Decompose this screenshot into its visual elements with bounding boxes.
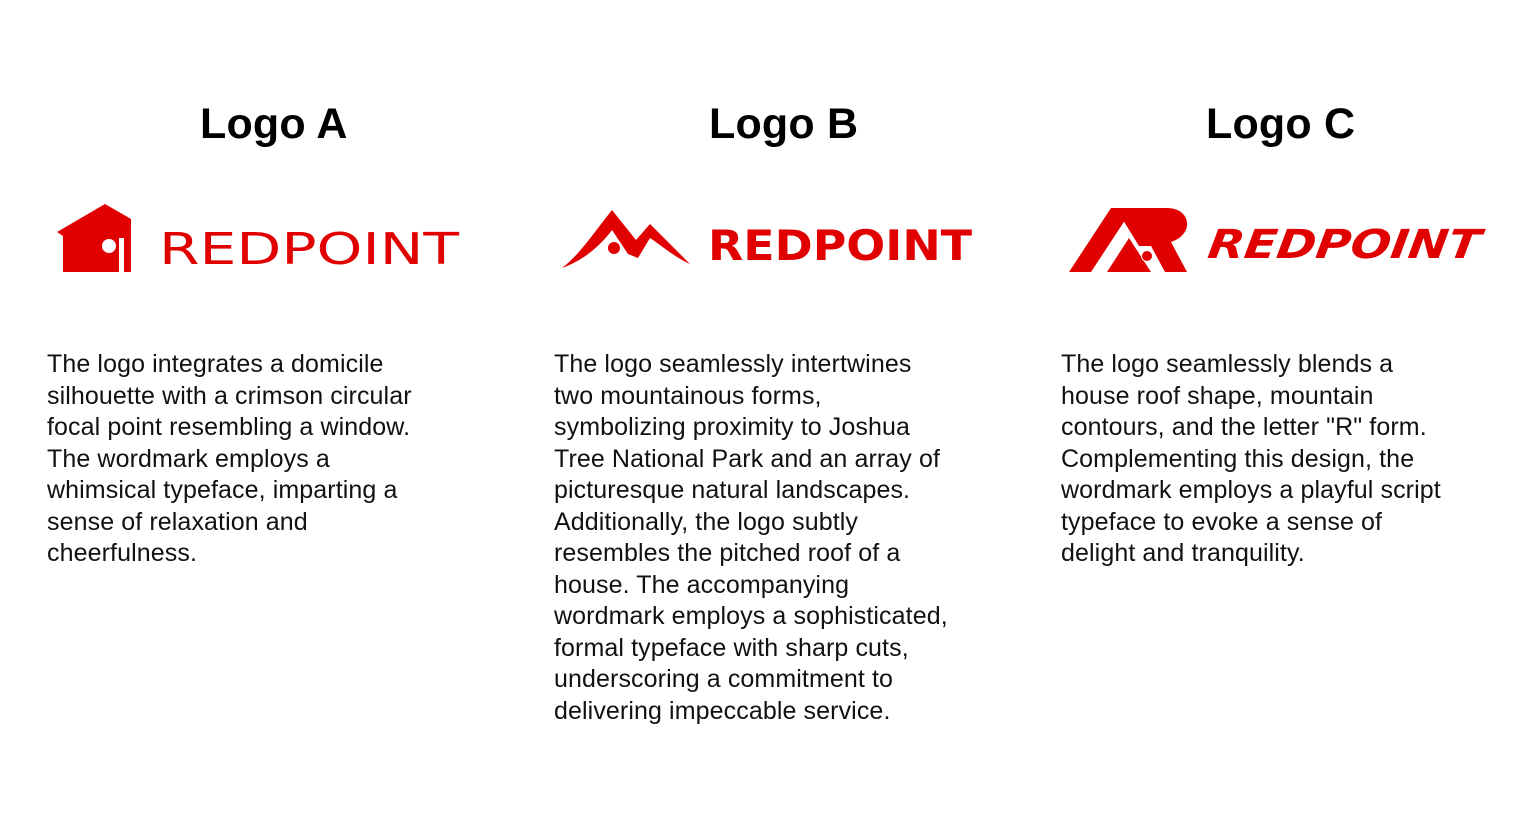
desc-line: sense of relaxation and <box>47 507 308 536</box>
desc-line: wordmark employs a playful script <box>1061 476 1441 504</box>
desc-line: The logo seamlessly intertwines <box>554 350 912 378</box>
logo-c-wordmark: REDPOINT <box>1205 222 1488 268</box>
logo-b-column: Logo B REDPOINT The logo seamlessly inte… <box>554 0 994 824</box>
desc-line: Complementing this design, the <box>1061 444 1415 473</box>
desc-line: house roof shape, mountain <box>1061 381 1374 410</box>
desc-line: silhouette with a crimson circular <box>47 381 412 410</box>
desc-line: formal typeface with sharp cuts, <box>554 633 909 662</box>
desc-line: underscoring a commitment to <box>554 665 894 693</box>
desc-line: whimsical typeface, imparting a <box>47 476 398 504</box>
logo-a-image: REDPOINT <box>55 198 475 278</box>
desc-line: delight and tranquility. <box>1061 539 1305 567</box>
desc-line: typeface to evoke a sense of <box>1061 507 1383 536</box>
roof-letter-r-icon <box>1069 208 1188 272</box>
logo-a-title: Logo A <box>200 100 348 148</box>
desc-line: two mountainous forms, <box>554 381 822 410</box>
desc-line: Tree National Park and an array of <box>554 444 941 473</box>
logo-b-image: REDPOINT <box>560 198 986 278</box>
logo-b-title: Logo B <box>709 100 859 148</box>
desc-line: delivering impeccable service. <box>554 696 891 725</box>
logo-b-wordmark: REDPOINT <box>708 221 972 270</box>
desc-line: wordmark employs a sophisticated, <box>554 602 948 630</box>
logo-a-column: Logo A REDPOINT The logo integrates a do… <box>47 0 487 824</box>
mountains-icon <box>562 210 690 268</box>
desc-line: symbolizing proximity to Joshua <box>554 413 911 441</box>
logo-a-wordmark: REDPOINT <box>159 224 459 275</box>
desc-line: The logo seamlessly blends a <box>1061 350 1394 378</box>
logo-c-title: Logo C <box>1206 100 1356 148</box>
desc-line: cheerfulness. <box>47 539 197 567</box>
house-icon <box>57 204 131 272</box>
desc-line: focal point resembling a window. <box>47 413 411 441</box>
logo-c-column: Logo C REDPOINT The logo seamlessly blen… <box>1061 0 1501 824</box>
desc-line: The wordmark employs a <box>47 444 330 473</box>
logo-a-description: The logo integrates a domicile silhouett… <box>47 349 487 570</box>
desc-line: house. The accompanying <box>554 570 850 599</box>
desc-line: contours, and the letter "R" form. <box>1061 413 1427 441</box>
logo-c-image: REDPOINT <box>1067 198 1497 278</box>
desc-line: resembles the pitched roof of a <box>554 539 901 567</box>
desc-line: The logo integrates a domicile <box>47 350 384 378</box>
logo-c-description: The logo seamlessly blends a house roof … <box>1061 349 1501 570</box>
desc-line: picturesque natural landscapes. <box>554 476 911 504</box>
logo-b-description: The logo seamlessly intertwines two moun… <box>554 349 994 727</box>
desc-line: Additionally, the logo subtly <box>554 507 859 536</box>
